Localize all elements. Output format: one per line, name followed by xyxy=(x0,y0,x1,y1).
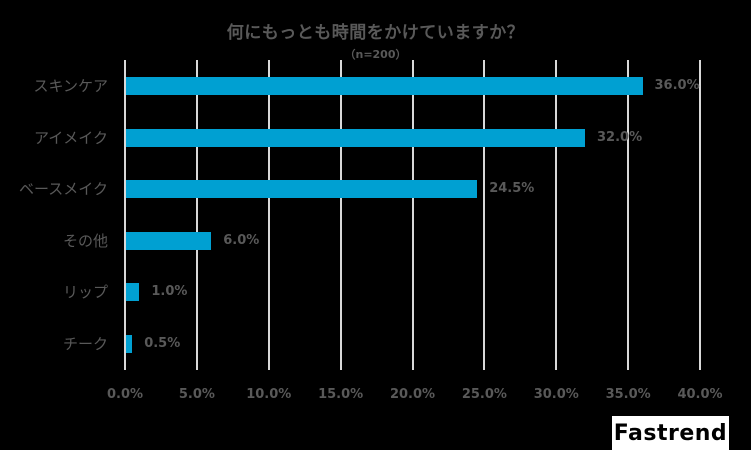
bar xyxy=(126,180,478,199)
gridline xyxy=(555,60,558,370)
gridline xyxy=(627,60,630,370)
x-tick-label: 30.0% xyxy=(533,387,579,402)
gridline xyxy=(195,60,198,370)
brand-logo-text: Fastrend xyxy=(613,420,728,446)
value-label: 36.0% xyxy=(654,78,700,93)
bar xyxy=(126,283,140,302)
brand-logo: Fastrend xyxy=(612,416,729,450)
category-label: ベースメイク xyxy=(19,180,108,199)
bar xyxy=(126,128,585,147)
chart-subtitle: （n=200） xyxy=(344,48,407,61)
value-label: 1.0% xyxy=(151,284,188,300)
bar xyxy=(126,335,133,353)
value-label: 0.5% xyxy=(144,336,181,351)
gridline xyxy=(483,60,486,370)
gridline xyxy=(124,60,126,370)
category-label: チーク xyxy=(62,335,108,353)
x-tick-label: 10.0% xyxy=(246,387,292,402)
category-label: アイメイク xyxy=(34,128,108,147)
bar xyxy=(126,231,212,250)
gridline xyxy=(699,60,701,370)
bar xyxy=(126,77,643,95)
gridline xyxy=(339,60,342,370)
x-tick-label: 5.0% xyxy=(178,387,215,402)
x-tick-label: 25.0% xyxy=(461,387,507,402)
x-tick-label: 40.0% xyxy=(677,387,723,402)
gridline xyxy=(267,60,270,370)
x-tick-label: 0.0% xyxy=(106,387,144,402)
value-label: 6.0% xyxy=(223,232,260,248)
value-label: 32.0% xyxy=(597,129,643,145)
x-tick-label: 20.0% xyxy=(389,387,436,402)
x-tick-label: 15.0% xyxy=(318,387,364,402)
x-tick-label: 35.0% xyxy=(605,387,651,402)
gridline xyxy=(411,60,414,370)
category-label: その他 xyxy=(62,231,108,250)
category-label: リップ xyxy=(62,283,108,302)
category-label: スキンケア xyxy=(33,77,108,95)
chart-title: 何にもっとも時間をかけていますか？ xyxy=(226,23,525,43)
value-label: 24.5% xyxy=(489,181,535,197)
